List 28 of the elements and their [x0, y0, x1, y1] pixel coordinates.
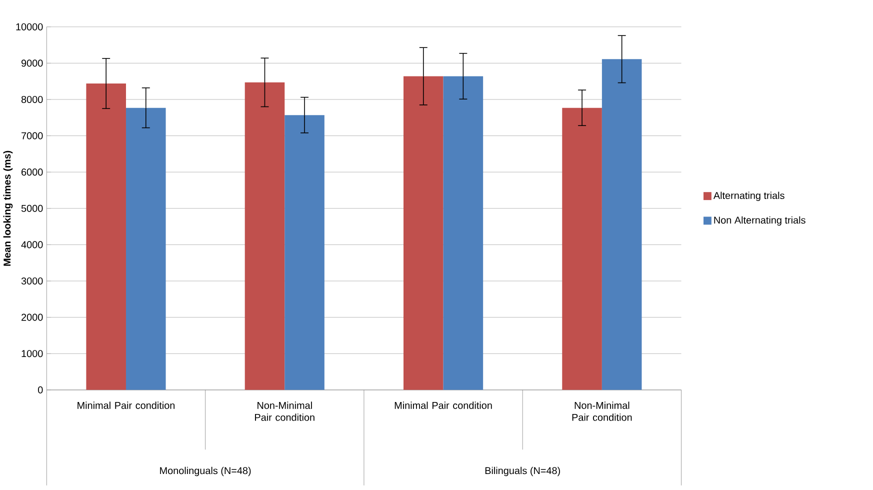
x-tick-label: Minimal Pair condition: [78, 401, 175, 409]
legend-label: Alternating trials: [713, 192, 784, 201]
x-tick-label: Minimal Pair condition: [394, 401, 492, 409]
bar: [404, 76, 444, 390]
y-tick-label: 1000: [22, 350, 43, 357]
x-tick-label: Non-Minimal Pair condition: [255, 401, 314, 421]
y-axis-title: Mean looking times (ms): [3, 150, 13, 266]
text: Monolinguals (N=48): [160, 466, 251, 476]
y-tick-label: 10000: [16, 23, 43, 30]
y-tick-label: 3000: [21, 277, 43, 284]
bar: [126, 108, 166, 390]
bar: [443, 76, 484, 390]
bar: [244, 82, 285, 390]
legend-label: Non Alternating trials: [714, 216, 806, 226]
bar: [284, 114, 324, 390]
y-tick-label: 8000: [21, 96, 43, 103]
y-tick-label: 6000: [22, 168, 43, 176]
bar: [86, 83, 126, 390]
y-tick-label: 9000: [21, 59, 43, 66]
y-tick-label: 0: [38, 386, 43, 394]
y-tick-label: 4000: [21, 240, 43, 248]
x-tick-label: Non-Minimal Pair condition: [572, 401, 632, 421]
y-tick-label: 2000: [22, 314, 43, 321]
y-tick-label: 7000: [22, 132, 43, 140]
text: Bilinguals (N=48): [485, 466, 560, 476]
y-tick-label: 5000: [21, 204, 43, 212]
bar: [562, 108, 602, 390]
bar: [602, 58, 642, 390]
